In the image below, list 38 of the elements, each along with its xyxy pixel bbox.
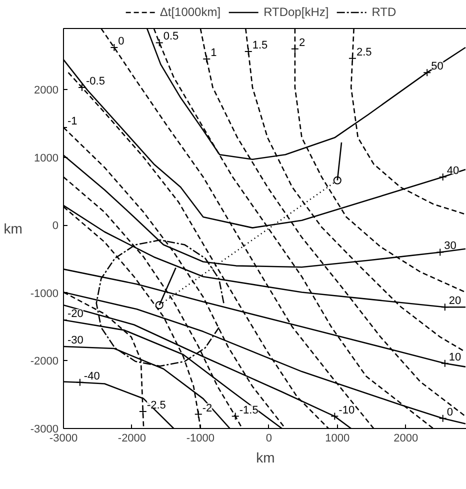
annotation: -2.5 bbox=[146, 400, 166, 412]
annotation: 0.5 bbox=[163, 30, 179, 43]
x-tick-label: -2000 bbox=[118, 432, 146, 444]
annotation: 0 bbox=[446, 406, 453, 418]
x-tick-label: -3000 bbox=[49, 432, 78, 444]
annotation: 2.5 bbox=[356, 46, 372, 58]
legend-label: RTDop[kHz] bbox=[264, 5, 329, 19]
y-tick-label: 2000 bbox=[34, 84, 59, 97]
y-tick-label: 1000 bbox=[34, 152, 59, 164]
annotation: -1.5 bbox=[239, 404, 258, 416]
annotation: 1 bbox=[210, 47, 217, 60]
annotation: -0.5 bbox=[86, 75, 105, 88]
annotation: 40 bbox=[446, 164, 460, 177]
annotation: -2 bbox=[202, 402, 212, 414]
y-tick-label: 0 bbox=[52, 220, 59, 232]
y-tick-label: -2000 bbox=[30, 356, 59, 368]
y-tick-label: -1000 bbox=[30, 288, 59, 300]
legend-label: Δt[1000km] bbox=[160, 5, 221, 19]
annotation: 50 bbox=[431, 60, 444, 73]
annotation: 0 bbox=[118, 35, 124, 48]
annotation: 30 bbox=[444, 240, 456, 252]
annotation: -10 bbox=[338, 404, 355, 416]
y-axis-title: km bbox=[4, 220, 22, 236]
annotation: -30 bbox=[68, 334, 84, 346]
y-tick-label: -3000 bbox=[30, 424, 59, 436]
annotation: 1.5 bbox=[252, 40, 268, 52]
legend-label: RTD bbox=[372, 5, 396, 19]
annotation: -40 bbox=[84, 370, 100, 382]
annotation: 10 bbox=[448, 351, 462, 364]
x-tick-label: 2000 bbox=[394, 432, 418, 444]
annotation: 20 bbox=[448, 295, 462, 308]
annotation: 2 bbox=[298, 36, 306, 49]
x-tick-label: 0 bbox=[266, 432, 272, 444]
x-axis-title: km bbox=[256, 450, 275, 466]
x-tick-label: 1000 bbox=[325, 432, 350, 444]
annotation: -1 bbox=[68, 115, 78, 128]
x-tick-label: -1000 bbox=[186, 432, 215, 444]
annotation: -20 bbox=[68, 308, 84, 320]
